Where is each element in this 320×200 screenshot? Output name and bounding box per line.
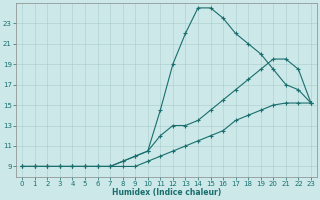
X-axis label: Humidex (Indice chaleur): Humidex (Indice chaleur) bbox=[112, 188, 221, 197]
